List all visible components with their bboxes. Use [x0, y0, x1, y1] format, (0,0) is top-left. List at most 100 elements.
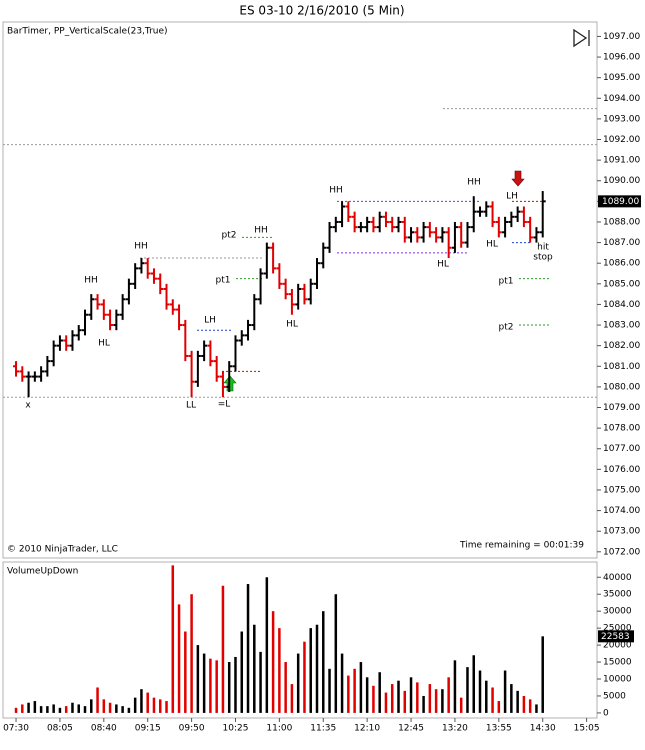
volume-bar — [447, 677, 450, 713]
x-tick-label: 12:45 — [398, 724, 424, 734]
volume-title: VolumeUpDown — [7, 567, 78, 577]
indicator-label: BarTimer, PP_VerticalScale(23,True) — [7, 27, 168, 37]
y-tick-label: 1078.00 — [603, 424, 640, 434]
y-tick-label: 1080.00 — [603, 382, 640, 392]
volume-bar — [296, 653, 300, 713]
volume-bar — [64, 706, 68, 713]
volume-bar — [158, 699, 162, 713]
volume-bar — [334, 594, 338, 713]
volume-bar — [322, 611, 325, 713]
volume-bar — [58, 707, 62, 713]
volume-bar — [340, 653, 344, 713]
x-tick-label: 11:35 — [310, 724, 336, 734]
volume-bar — [133, 697, 137, 713]
x-tick-label: 15:05 — [574, 724, 600, 734]
annotation: pt1 — [216, 276, 231, 286]
volume-bar — [497, 701, 501, 713]
volume-bar — [284, 662, 287, 713]
y-tick-label: 1095.00 — [603, 73, 640, 83]
y-tick-label: 1086.00 — [603, 259, 640, 269]
x-tick-label: 14:30 — [530, 724, 556, 734]
volume-bar — [171, 565, 175, 713]
volume-bar — [453, 660, 457, 713]
volume-bar — [403, 690, 407, 713]
x-tick-label: 13:55 — [486, 724, 512, 734]
volume-bar — [165, 701, 168, 713]
volume-bar — [184, 631, 187, 713]
volume-bar — [378, 672, 381, 713]
volume-bar — [209, 658, 212, 713]
volume-bar — [328, 668, 331, 713]
volume-bar — [347, 675, 350, 713]
volume-bar — [102, 699, 106, 713]
annotation: HH — [329, 186, 343, 196]
y-tick-label: 25000 — [603, 624, 632, 634]
y-tick-label: 1081.00 — [603, 362, 640, 372]
volume-bar — [303, 641, 306, 713]
volume-bar — [152, 697, 156, 713]
volume-bar — [259, 651, 262, 713]
volume-bar — [190, 594, 193, 713]
y-tick-label: 40000 — [603, 573, 632, 583]
volume-bar — [535, 704, 538, 713]
volume-bar — [215, 660, 218, 713]
volume-bar — [253, 624, 256, 713]
volume-bar — [227, 662, 231, 713]
y-tick-label: 1088.00 — [603, 217, 640, 227]
x-tick-label: 09:15 — [135, 724, 161, 734]
volume-bar — [39, 706, 43, 713]
annotation: pt2 — [499, 323, 514, 333]
volume-panel — [2, 561, 598, 719]
volume-bar — [541, 636, 544, 713]
annotation: HH — [467, 178, 481, 188]
volume-bar — [491, 687, 494, 713]
volume-bar — [90, 699, 93, 713]
y-tick-label: 1085.00 — [603, 279, 640, 289]
copyright: © 2010 NinjaTrader, LLC — [7, 545, 118, 555]
volume-bar — [428, 684, 432, 713]
y-tick-label: 35000 — [603, 590, 632, 600]
volume-tag-label: 22583 — [601, 632, 630, 642]
annotation: HH — [254, 226, 268, 236]
volume-bar — [146, 692, 149, 713]
volume-bar — [466, 667, 469, 713]
annotation: HH — [134, 242, 148, 252]
volume-bar — [271, 611, 275, 713]
volume-bar — [121, 706, 124, 713]
x-tick-label: 08:40 — [91, 724, 117, 734]
volume-bar — [315, 624, 319, 713]
y-tick-label: 15000 — [603, 658, 632, 668]
x-tick-label: 11:00 — [266, 724, 292, 734]
y-tick-label: 1097.00 — [603, 32, 640, 42]
y-tick-label: 5000 — [603, 691, 626, 701]
volume-bar — [516, 690, 519, 713]
y-tick-label: 1076.00 — [603, 465, 640, 475]
play-icon[interactable] — [573, 28, 590, 48]
y-tick-label: 1096.00 — [603, 53, 640, 63]
annotation: HL — [437, 260, 449, 270]
x-tick-label: 10:25 — [223, 724, 249, 734]
volume-bar — [21, 704, 24, 713]
volume-bar — [309, 628, 312, 713]
volume-bar — [384, 692, 388, 713]
volume-bar — [434, 689, 438, 713]
volume-bar — [353, 668, 356, 713]
y-tick-label: 1091.00 — [603, 156, 640, 166]
annotation: pt2 — [222, 231, 237, 241]
annotation: =L — [218, 400, 231, 410]
volume-bar — [140, 689, 143, 713]
volume-bar — [459, 697, 463, 713]
price-tag-label: 1089.00 — [602, 197, 639, 207]
volume-bar — [510, 684, 513, 713]
y-tick-label: 1072.00 — [603, 547, 640, 557]
y-tick-label: 20000 — [603, 641, 632, 651]
y-tick-label: 1084.00 — [603, 300, 640, 310]
volume-bar — [234, 656, 237, 713]
y-tick-label: 1087.00 — [603, 238, 640, 248]
annotation: HL — [486, 240, 498, 250]
volume-bar — [46, 706, 49, 713]
volume-bar — [177, 604, 181, 713]
volume-bar — [14, 707, 18, 713]
